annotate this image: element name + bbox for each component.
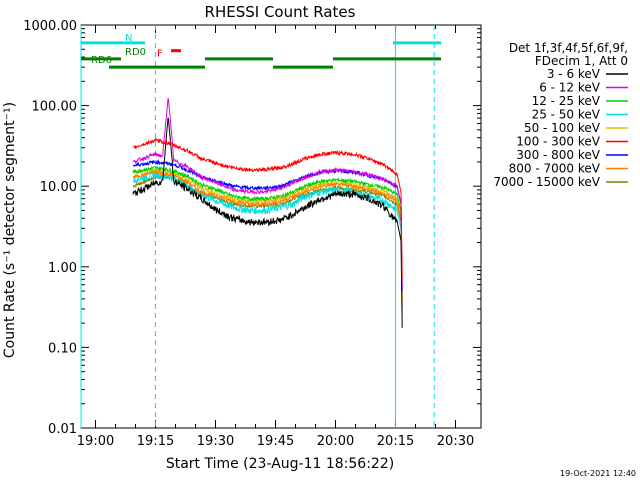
series-line-6-12keV xyxy=(132,98,403,292)
y-tick-label: 10.00 xyxy=(40,180,77,195)
x-tick-label: 20:15 xyxy=(377,434,414,449)
x-axis-label: Start Time (23-Aug-11 18:56:22) xyxy=(166,456,394,472)
y-tick-label: 0.01 xyxy=(48,422,77,437)
state-label: N xyxy=(125,33,132,44)
series-line-100-300keV xyxy=(132,138,403,280)
chart-title: RHESSI Count Rates xyxy=(205,3,356,21)
y-axis-label: Count Rate (s⁻¹ detector segment⁻¹) xyxy=(2,102,18,358)
legend-entry-label: 7000 - 15000 keV xyxy=(493,175,600,189)
legend-entry-label: 6 - 12 keV xyxy=(539,81,601,95)
state-label: F xyxy=(157,49,163,60)
legend: Det 1f,3f,4f,5f,6f,9f,FDecim 1, Att 03 -… xyxy=(493,41,628,189)
legend-entry-label: 100 - 300 keV xyxy=(516,135,600,149)
x-tick-label: 19:30 xyxy=(197,434,234,449)
series-line-800-7000keV xyxy=(132,168,403,307)
plot-border xyxy=(80,24,482,429)
legend-entry-label: 50 - 100 keV xyxy=(524,121,601,135)
x-axis: 19:00 19:15 19:30 19:45 20:00 20:15 20:30 xyxy=(77,25,474,449)
series-group xyxy=(132,98,403,328)
legend-header: FDecim 1, Att 0 xyxy=(535,54,628,68)
time-markers xyxy=(80,25,435,428)
y-tick-label: 1.00 xyxy=(48,261,77,276)
y-tick-label: 0.10 xyxy=(48,341,77,356)
series-line-12-25keV xyxy=(132,165,403,299)
plot-frame xyxy=(80,24,482,429)
legend-entry-label: 25 - 50 keV xyxy=(532,108,601,122)
state-label: RD6 xyxy=(91,55,112,66)
series-line-3-6keV xyxy=(132,117,403,328)
legend-entry-label: 300 - 800 keV xyxy=(516,148,600,162)
legend-header: Det 1f,3f,4f,5f,6f,9f, xyxy=(509,41,628,55)
x-tick-label: 19:45 xyxy=(257,434,294,449)
x-tick-label: 20:30 xyxy=(437,434,474,449)
timestamp: 19-Oct-2021 12:40 xyxy=(560,469,636,478)
y-tick-label: 100.00 xyxy=(32,100,78,115)
legend-entry-label: 800 - 7000 keV xyxy=(509,162,601,176)
x-tick-label: 20:00 xyxy=(317,434,354,449)
legend-entry-label: 3 - 6 keV xyxy=(547,67,601,81)
state-label: RD0 xyxy=(125,47,146,58)
x-tick-label: 19:00 xyxy=(77,434,114,449)
x-tick-label: 19:15 xyxy=(137,434,174,449)
attenuator-segments: RD6 RD0 N F xyxy=(81,33,441,69)
y-axis: 1000.00 100.00 10.00 1.00 0.10 0.01 xyxy=(23,19,481,437)
legend-entry-label: 12 - 25 keV xyxy=(532,94,601,108)
y-tick-label: 1000.00 xyxy=(23,19,77,34)
